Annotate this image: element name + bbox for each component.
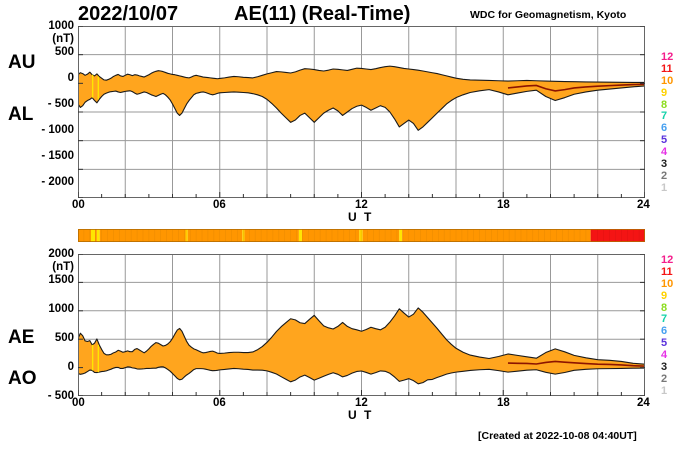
- activity-segment: [399, 229, 403, 242]
- activity-segment: [99, 229, 186, 242]
- created-timestamp: [Created at 2022-10-08 04:40UT]: [478, 430, 637, 442]
- bottom-legend-item-4: 4: [661, 349, 668, 362]
- activity-bar-frame: [78, 229, 645, 242]
- top-ytick-0: 1000: [48, 20, 74, 32]
- top-legend-item-11: 11: [661, 62, 673, 75]
- bottom-ytick-4: 0: [67, 361, 74, 373]
- activity-segment: [187, 229, 243, 242]
- activity-segment: [298, 229, 302, 242]
- bottom-ytick-1: 1500: [48, 274, 74, 286]
- ae-ao-chart: [78, 254, 645, 396]
- top-ytick-6: - 2000: [41, 176, 74, 188]
- top-xtick-18: 18: [497, 199, 510, 211]
- bottom-legend-item-11: 11: [661, 265, 673, 278]
- top-legend-item-6: 6: [661, 122, 668, 135]
- top-legend-item-7: 7: [661, 110, 668, 123]
- bottom-legend: 12 11 10 9 8 7 6 5 4 3 2 1: [661, 254, 687, 398]
- plot-date: 2022/10/07: [78, 3, 179, 25]
- bottom-xtick-24: 24: [637, 397, 650, 409]
- top-legend-item-3: 3: [661, 158, 668, 171]
- bottom-ytick-0: 2000: [48, 248, 74, 260]
- top-legend-item-9: 9: [661, 86, 668, 99]
- bottom-legend-item-7: 7: [661, 313, 668, 326]
- top-legend-item-1: 1: [661, 181, 668, 194]
- bottom-ytick-3: 500: [54, 332, 74, 344]
- activity-level-bar: [78, 229, 645, 242]
- bottom-xtick-06: 06: [213, 397, 226, 409]
- index-fill-area: [78, 307, 645, 384]
- lower-envelope-line: [78, 366, 645, 385]
- index-fill-area: [78, 66, 645, 131]
- bottom-panel-unit: (nT): [52, 261, 74, 273]
- top-ytick-2: 0: [67, 72, 74, 84]
- top-xtick-12: 12: [355, 199, 368, 211]
- activity-segment: [362, 229, 400, 242]
- bottom-legend-item-6: 6: [661, 325, 668, 338]
- bottom-xaxis-title: U T: [348, 408, 374, 422]
- upper-envelope-line: [78, 65, 645, 84]
- bottom-legend-item-12: 12: [661, 254, 674, 266]
- top-panel-label-au: AU: [8, 52, 36, 73]
- activity-segment: [78, 229, 91, 242]
- upper-envelope-line: [78, 307, 645, 365]
- top-panel-unit: (nT): [52, 33, 74, 45]
- activity-segment: [590, 229, 645, 242]
- activity-segment: [402, 229, 591, 242]
- bottom-panel-label-ao: AO: [8, 368, 37, 389]
- data-source-credit: WDC for Geomagnetism, Kyoto: [470, 9, 627, 21]
- bottom-legend-item-1: 1: [661, 384, 668, 397]
- top-legend-item-8: 8: [661, 98, 668, 111]
- top-panel-label-al: AL: [8, 104, 34, 125]
- quiet-period-trace: [507, 360, 645, 367]
- page-title: AE(11) (Real-Time): [234, 3, 411, 25]
- bottom-legend-item-10: 10: [661, 277, 674, 290]
- activity-segment: [185, 229, 188, 242]
- activity-segment: [242, 229, 245, 242]
- activity-segment: [244, 229, 299, 242]
- activity-segment: [90, 229, 96, 242]
- bottom-xtick-00: 00: [72, 397, 85, 409]
- bottom-legend-item-3: 3: [661, 361, 668, 374]
- top-xtick-00: 00: [72, 199, 85, 211]
- lower-envelope-line: [78, 85, 645, 131]
- top-legend-item-4: 4: [661, 146, 668, 159]
- top-xaxis-title: U T: [348, 210, 374, 224]
- top-ytick-1: 500: [54, 46, 74, 58]
- top-legend-item-2: 2: [661, 169, 668, 182]
- bottom-xtick-12: 12: [355, 397, 368, 409]
- top-legend-item-5: 5: [661, 134, 668, 147]
- bottom-xtick-18: 18: [497, 397, 510, 409]
- bottom-legend-item-8: 8: [661, 301, 668, 314]
- top-xtick-06: 06: [213, 199, 226, 211]
- top-legend: 12 11 10 9 8 7 6 5 4 3 2 1: [661, 51, 687, 195]
- bottom-ytick-5: - 500: [47, 390, 74, 402]
- top-xtick-24: 24: [637, 199, 650, 211]
- activity-segment: [95, 229, 97, 242]
- top-legend-item-10: 10: [661, 74, 674, 87]
- top-ytick-3: - 500: [47, 98, 74, 110]
- activity-segment: [359, 229, 363, 242]
- top-ytick-4: - 1000: [41, 124, 74, 136]
- bottom-legend-item-2: 2: [661, 372, 668, 385]
- bottom-legend-item-5: 5: [661, 337, 668, 350]
- activity-segment: [301, 229, 360, 242]
- activity-segment: [96, 229, 100, 242]
- top-ytick-5: - 1500: [41, 150, 74, 162]
- au-al-chart: [78, 26, 645, 198]
- bottom-legend-item-9: 9: [661, 289, 668, 302]
- bottom-panel-label-ae: AE: [8, 327, 35, 348]
- quiet-period-trace: [507, 83, 645, 92]
- bottom-ytick-2: 1000: [48, 303, 74, 315]
- top-legend-item-12: 12: [661, 51, 674, 63]
